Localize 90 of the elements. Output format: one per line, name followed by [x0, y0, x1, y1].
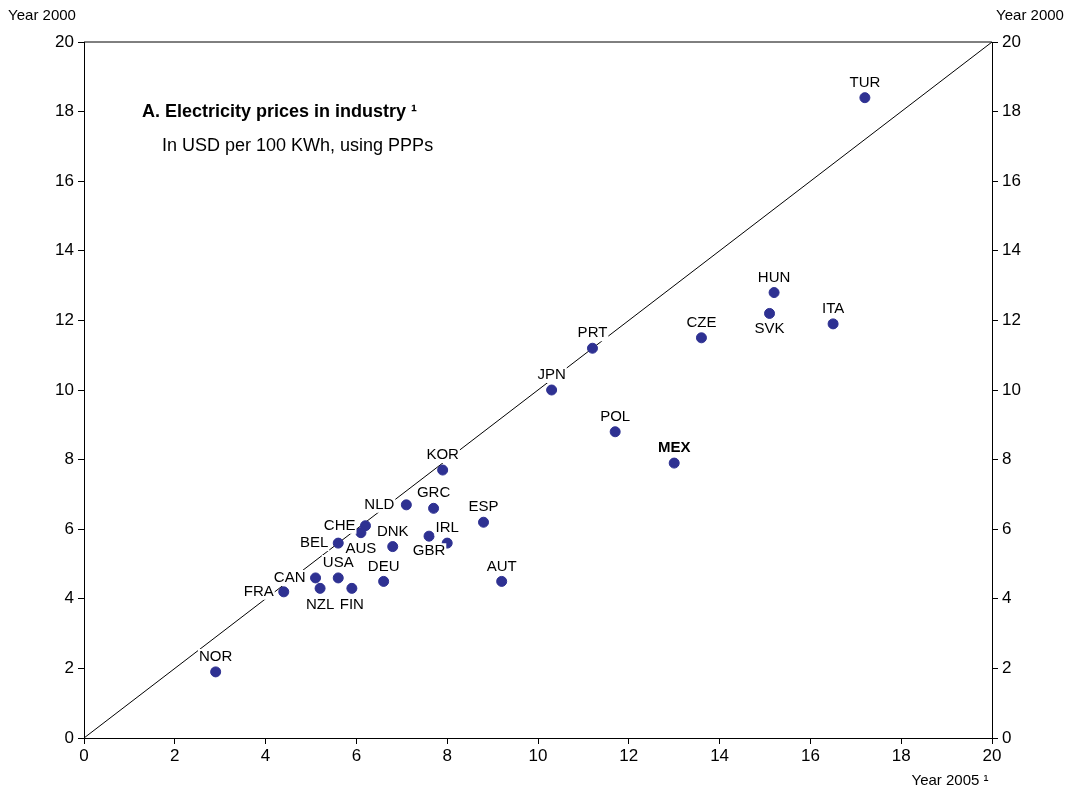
annotation: BEL — [299, 533, 329, 551]
annotation: ITA — [821, 299, 845, 317]
y-tick-label: 6 — [64, 518, 74, 538]
point — [496, 575, 508, 587]
y2-tick-label: 12 — [1002, 310, 1021, 330]
y-tick-label: 14 — [55, 240, 74, 260]
point — [478, 516, 490, 528]
annotation: AUS — [345, 538, 377, 556]
annotation: TUR — [849, 72, 881, 90]
y-tick-label: 16 — [55, 170, 74, 190]
annotation: DNK — [376, 521, 409, 539]
point — [768, 287, 780, 299]
y2-tick-label: 18 — [1002, 101, 1021, 121]
y-tick-label: 12 — [55, 310, 74, 330]
annotation: NZL — [305, 594, 335, 612]
y2-tick-label: 0 — [1002, 727, 1012, 747]
x-tick-label: 14 — [710, 745, 730, 765]
point — [387, 541, 399, 553]
annotation: CAN — [273, 568, 306, 586]
y-tick-label: 20 — [55, 31, 74, 51]
annotation: FIN — [339, 594, 364, 612]
text: A. Electricity prices in industry ¹ — [142, 100, 418, 121]
annotation: KOR — [426, 445, 460, 463]
point — [668, 457, 680, 469]
point — [314, 582, 326, 594]
y2-tick-label: 14 — [1002, 240, 1021, 260]
x-tick-label: 12 — [619, 745, 639, 765]
x-axis-title: Year 2005 ¹ — [911, 771, 989, 789]
annotation: HUN — [757, 267, 791, 285]
y-axis-title: Year 2000 — [8, 6, 76, 24]
x-tick-label: 6 — [351, 745, 362, 765]
point — [609, 426, 621, 438]
x-tick-label: 10 — [528, 745, 548, 765]
annotation: NLD — [364, 494, 395, 512]
annotation: AUT — [486, 556, 517, 574]
y2-tick-label: 8 — [1002, 449, 1012, 469]
point — [764, 307, 776, 319]
x-tick-label: 18 — [891, 745, 911, 765]
y2-tick-label: 16 — [1002, 170, 1021, 190]
y-tick-label: 18 — [55, 101, 74, 121]
x-tick-label: 4 — [260, 745, 271, 765]
y2-tick-label: 10 — [1002, 379, 1021, 399]
text: In USD per 100 KWh, using PPPs — [162, 134, 434, 155]
y2-tick-label: 6 — [1002, 518, 1012, 538]
x-tick-label: 8 — [442, 745, 452, 765]
point — [546, 384, 558, 396]
point — [423, 530, 435, 542]
annotation: POL — [600, 406, 631, 424]
annotation: ESP — [468, 497, 499, 515]
point — [695, 332, 707, 344]
y2-tick-label: 4 — [1002, 588, 1012, 608]
annotation: FRA — [243, 581, 274, 599]
point — [332, 572, 344, 584]
annotation: DEU — [367, 556, 400, 574]
x-tick-label: 0 — [79, 745, 89, 765]
point — [378, 575, 390, 587]
point — [310, 572, 322, 584]
y-tick-label: 8 — [64, 449, 74, 469]
point — [437, 464, 449, 476]
annotation: MEX — [657, 438, 691, 456]
x-tick-label: 2 — [170, 745, 180, 765]
annotation: IRL — [435, 518, 459, 536]
y2-tick-label: 2 — [1002, 658, 1012, 678]
point — [346, 582, 358, 594]
point — [428, 502, 440, 514]
point — [278, 586, 290, 598]
annotation: JPN — [537, 365, 566, 383]
point — [332, 537, 344, 549]
annotation: USA — [322, 553, 354, 571]
annotation: NOR — [198, 647, 233, 665]
point — [400, 499, 412, 511]
annotation: GRC — [416, 483, 451, 501]
annotation: PRT — [577, 323, 608, 341]
y2-axis-title: Year 2000 — [996, 6, 1064, 24]
y-tick-label: 0 — [64, 727, 74, 747]
annotation: CZE — [686, 312, 717, 330]
point — [210, 666, 222, 678]
point — [586, 342, 598, 354]
annotation: CHE — [323, 515, 356, 533]
annotation: GBR — [412, 541, 446, 559]
annotation: SVK — [754, 318, 785, 336]
y-tick-label: 2 — [64, 658, 74, 678]
y2-tick-label: 20 — [1002, 31, 1021, 51]
x-tick-label: 20 — [982, 745, 1002, 765]
x-tick-label: 16 — [800, 745, 820, 765]
point — [827, 318, 839, 330]
point — [859, 92, 871, 104]
y-tick-label: 4 — [64, 588, 74, 608]
point — [355, 527, 367, 539]
y-tick-label: 10 — [55, 379, 74, 399]
